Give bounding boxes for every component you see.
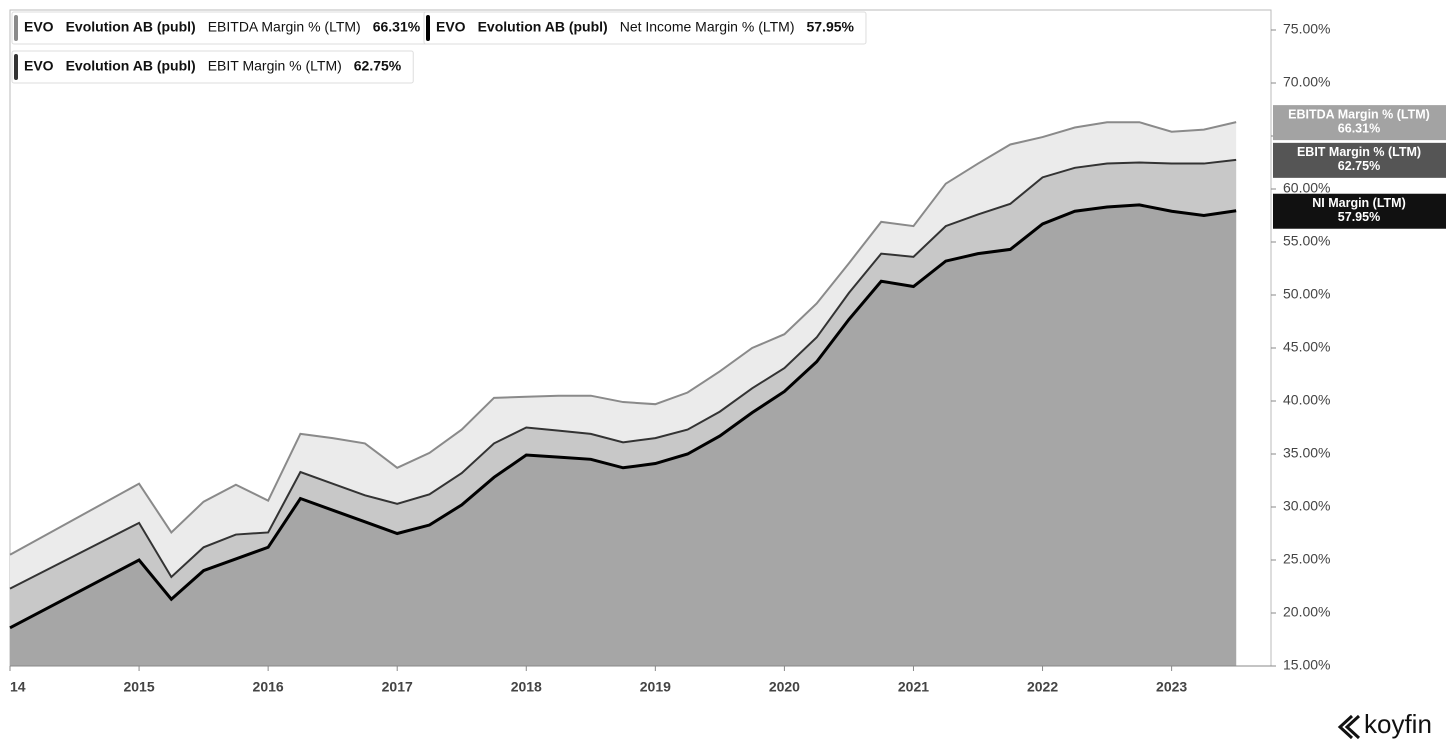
legend-ticker: EVO [436,19,466,35]
legend-swatch [426,15,430,41]
y-tick-label: 45.00% [1283,339,1330,355]
legend-name: Net Income Margin % (LTM) [620,19,795,35]
area-fill [10,204,1237,666]
axes: 15.00% 20.00% 25.00% 30.00% 35.00% 40.00% 45.0… [9,21,1330,695]
legend-company: Evolution AB (publ) [66,19,196,35]
x-tick-label: 2015 [123,679,154,695]
y-tick-label: 35.00% [1283,445,1330,461]
legend-item: EVO Evolution AB (publ) EBIT Margin % (LTM… [11,50,414,84]
x-tick-label: 2017 [382,679,413,695]
tag-value: 66.31% [1338,121,1380,135]
tag-name: EBITDA Margin % (LTM) [1288,107,1430,121]
x-tick-label: 2023 [1156,679,1187,695]
x-tick-label: 2020 [769,679,800,695]
value-tag: EBIT Margin % (LTM)62.75% [1273,142,1446,178]
legend-ticker: EVO [24,58,54,74]
series-line [9,121,1237,556]
tag-box [1273,193,1446,229]
legend-value: 57.95% [806,19,854,35]
y-tick-label: 75.00% [1283,21,1330,37]
x-tick-label: 2018 [511,679,542,695]
brand-name: koyfin [1364,709,1432,739]
y-tick-label: 55.00% [1283,233,1330,249]
y-tick-label: 70.00% [1283,74,1330,90]
tag-name: NI Margin (LTM) [1312,196,1406,210]
y-tick-label: 25.00% [1283,551,1330,567]
legend-item: EVO Evolution AB (publ) Net Income Margin … [423,11,867,45]
y-tick-label: 40.00% [1283,392,1330,408]
legend-name: EBIT Margin % (LTM) [208,58,342,74]
y-tick-label: 60.00% [1283,180,1330,196]
legend-company: Evolution AB (publ) [478,19,608,35]
legend-swatch [14,15,18,41]
legend-box [11,50,414,84]
series-line [9,203,1237,630]
x-tick-label: 2021 [898,679,929,695]
legend: EVO Evolution AB (publ) EBITDA Margin % (L… [11,11,867,84]
legend-item: EVO Evolution AB (publ) EBITDA Margin % (L… [11,11,433,45]
legend-value: 66.31% [373,19,421,35]
tag-value: 62.75% [1338,159,1380,173]
series-line [9,158,1237,590]
x-tick-label: 2019 [640,679,671,695]
x-tick-label: 2016 [253,679,284,695]
legend-swatch [14,54,18,80]
tag-box [1273,142,1446,178]
tag-name: EBIT Margin % (LTM) [1297,145,1421,159]
value-tag: NI Margin (LTM)57.95% [1273,193,1446,229]
y-tick-label: 20.00% [1283,604,1330,620]
legend-box [423,11,867,45]
x-tick-label: 2022 [1027,679,1058,695]
y-tick-label: 50.00% [1283,286,1330,302]
legend-company: Evolution AB (publ) [66,58,196,74]
x-tick-label: 14 [10,679,26,695]
legend-ticker: EVO [24,19,54,35]
plot-area [9,121,1237,666]
legend-name: EBITDA Margin % (LTM) [208,19,361,35]
y-tick-label: 30.00% [1283,498,1330,514]
logo-icon [1337,714,1361,740]
legend-value: 62.75% [354,58,402,74]
tag-box [1273,105,1446,141]
value-tag: EBITDA Margin % (LTM)66.31% [1273,105,1446,141]
y-tick-label: 15.00% [1283,657,1330,673]
logo: koyfin [1337,709,1432,740]
tag-value: 57.95% [1338,210,1380,224]
